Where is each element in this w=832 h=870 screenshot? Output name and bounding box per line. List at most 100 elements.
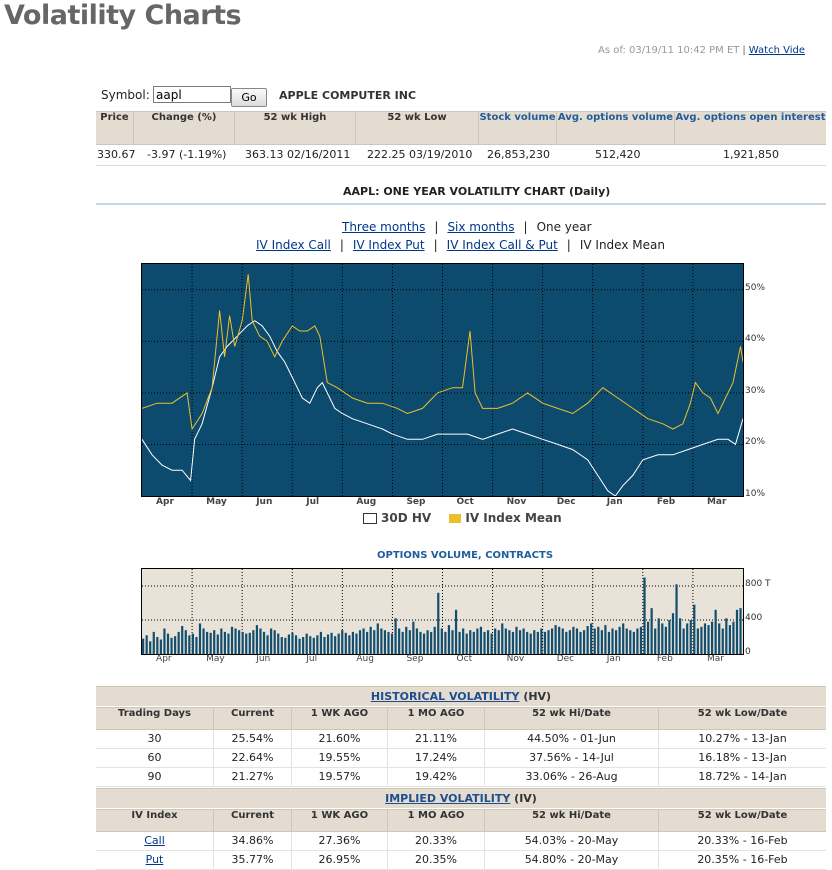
volume-bar xyxy=(579,631,582,654)
volume-bar xyxy=(526,631,529,654)
volume-bar xyxy=(504,628,507,654)
volume-bar xyxy=(149,641,152,655)
iv-index-put-link[interactable]: IV Index Put xyxy=(352,238,425,252)
volume-bar xyxy=(337,633,340,654)
volume-bar xyxy=(316,635,319,654)
volume-bar xyxy=(248,632,251,655)
volume-bar xyxy=(625,628,628,654)
table-cell: 26.95% xyxy=(292,851,388,869)
hv-header-1mo: 1 MO AGO xyxy=(388,708,485,729)
volume-bar xyxy=(355,633,358,654)
volume-bar xyxy=(163,628,166,654)
quote-header-open-interest[interactable]: Avg. options open interest xyxy=(675,112,826,123)
volume-bar xyxy=(565,631,568,654)
volume-bar xyxy=(472,631,475,654)
volume-bar xyxy=(725,618,728,654)
volume-bar xyxy=(540,628,543,654)
legend-label-hv: 30D HV xyxy=(381,511,432,525)
table-cell: 19.57% xyxy=(292,768,388,786)
x-tick-label: Nov xyxy=(506,654,525,664)
table-cell: 37.56% - 14-Jul xyxy=(485,749,659,767)
volume-bar xyxy=(462,628,465,654)
volume-bar xyxy=(234,628,237,654)
volume-bar xyxy=(184,630,187,654)
separator: | xyxy=(339,238,344,252)
page-title: Volatility Charts xyxy=(4,0,242,31)
hv-header-trading-days: Trading Days xyxy=(96,708,214,729)
table-cell: Call xyxy=(96,832,214,850)
volume-bar xyxy=(145,635,148,654)
x-tick-label: Aug xyxy=(356,654,374,664)
volume-bar xyxy=(728,625,731,654)
quote-change: -3.97 (-1.19%) xyxy=(147,148,227,161)
table-cell: 54.80% - 20-May xyxy=(485,851,659,869)
volatility-chart xyxy=(141,263,744,497)
volume-bar xyxy=(188,635,191,654)
volume-bar xyxy=(270,628,273,654)
quote-stock-volume: 26,853,230 xyxy=(487,148,550,161)
table-cell: 20.35% - 16-Feb xyxy=(697,853,788,866)
volume-bar xyxy=(451,630,454,654)
quote-open-interest: 1,921,850 xyxy=(723,148,779,161)
volume-bar xyxy=(230,626,234,654)
volume-bar xyxy=(622,623,625,654)
iv-index-call-link[interactable]: IV Index Call xyxy=(256,238,331,252)
table-row: Put 35.77% 26.95% 20.35% 54.80% - 20-May 20.3… xyxy=(96,851,826,870)
volume-bar xyxy=(586,626,589,654)
implied-header-row: IV Index Current 1 WK AGO 1 MO AGO 52 wk… xyxy=(96,809,826,832)
symbol-row: Symbol: xyxy=(101,86,231,103)
volume-bar xyxy=(554,625,557,654)
iv-index-link[interactable]: Put xyxy=(145,853,164,866)
historical-volatility-link[interactable]: HISTORICAL VOLATILITY xyxy=(370,690,520,703)
y-tick-label: 40% xyxy=(745,334,766,345)
range-three-months-link[interactable]: Three months xyxy=(342,220,426,234)
volume-bar xyxy=(195,637,198,654)
symbol-input[interactable] xyxy=(153,86,231,103)
volume-bar xyxy=(287,634,290,654)
volume-bar xyxy=(682,628,685,654)
volume-bar xyxy=(202,628,205,654)
x-tick-label: Jun xyxy=(256,497,273,507)
volume-bar xyxy=(334,636,337,654)
iv-index-call-put-link[interactable]: IV Index Call & Put xyxy=(446,238,558,252)
quote-header-stock-volume[interactable]: Stock volume xyxy=(479,112,557,144)
volume-bar xyxy=(444,631,447,654)
volume-bar xyxy=(494,628,497,654)
iv-index-link[interactable]: Call xyxy=(144,834,165,847)
volume-bar xyxy=(643,577,646,654)
company-name: APPLE COMPUTER INC xyxy=(279,89,417,102)
volume-bar xyxy=(412,621,415,654)
volatility-chart-title: AAPL: ONE YEAR VOLATILITY CHART (Daily) xyxy=(343,185,611,198)
volume-bar xyxy=(326,634,330,654)
volume-bar xyxy=(291,632,294,655)
y-tick-label: 800 T xyxy=(745,579,771,589)
volume-bar xyxy=(366,631,369,654)
implied-volatility-link[interactable]: IMPLIED VOLATILITY xyxy=(385,792,511,805)
volume-bar xyxy=(191,633,194,654)
volume-bar xyxy=(280,637,283,654)
volume-bar xyxy=(604,625,607,654)
quote-header-options-volume[interactable]: Avg. options volume xyxy=(557,112,675,144)
table-cell: 22.64% xyxy=(214,749,292,767)
watch-video-link[interactable]: Watch Vide xyxy=(748,45,806,56)
quote-header-52wk-high: 52 wk High xyxy=(235,112,356,144)
volume-bar xyxy=(319,631,323,654)
volume-bar xyxy=(298,638,301,654)
separator: | xyxy=(523,220,528,234)
volume-bar xyxy=(277,633,280,654)
x-tick-label: Mar xyxy=(706,497,727,507)
volume-bar xyxy=(156,637,159,654)
volume-bar xyxy=(170,637,173,654)
hv-header-current: Current xyxy=(214,708,292,729)
volume-bar xyxy=(312,637,315,654)
y-tick-label: 20% xyxy=(745,437,766,448)
volume-bar xyxy=(490,633,493,654)
range-six-months-link[interactable]: Six months xyxy=(447,220,515,234)
volume-bar xyxy=(597,626,600,654)
quote-options-volume: 512,420 xyxy=(595,148,641,161)
volume-bar xyxy=(501,623,504,654)
divider xyxy=(96,203,826,205)
table-row: Call 34.86% 27.36% 20.33% 54.03% - 20-May 20.… xyxy=(96,832,826,851)
volume-bar xyxy=(390,633,394,654)
go-button[interactable]: Go xyxy=(231,88,267,107)
